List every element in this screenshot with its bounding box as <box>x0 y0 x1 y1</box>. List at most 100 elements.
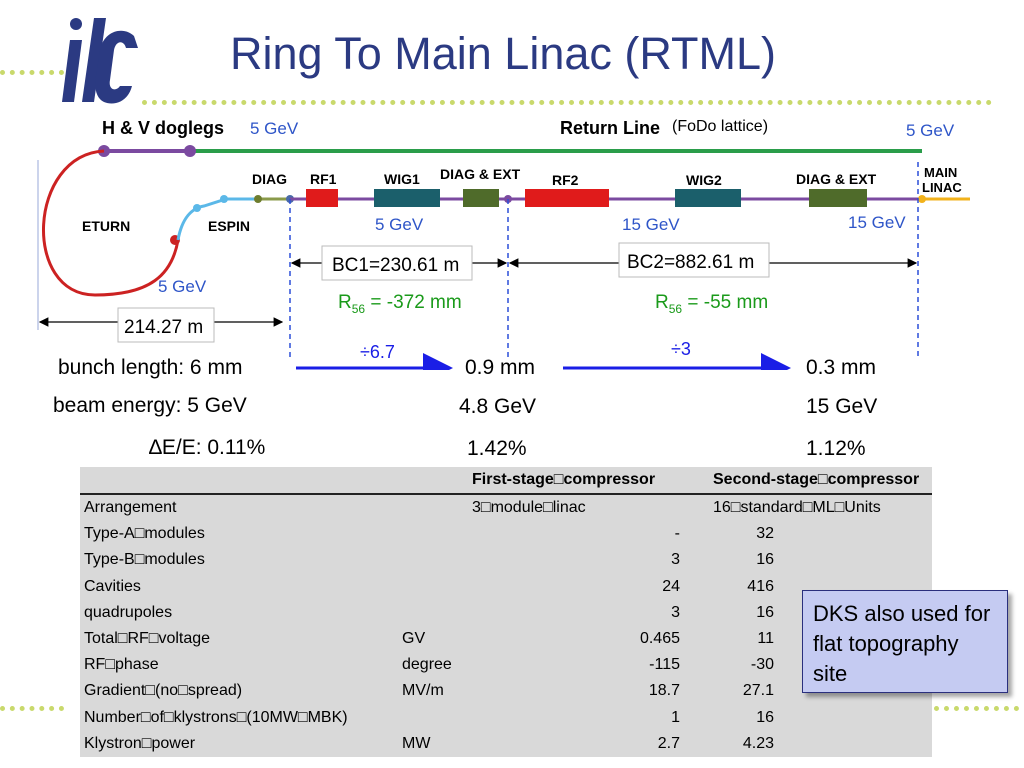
diag-ext-label-2: DIAG & EXT <box>796 171 877 187</box>
table-cell-first: - <box>674 525 680 543</box>
table-cell-unit: MW <box>402 734 431 752</box>
dotted-line-top-left <box>0 70 64 75</box>
diag-node <box>254 195 262 203</box>
logo-text: ilc <box>60 10 61 11</box>
table-cell-param: Klystron□power <box>84 734 196 752</box>
energy-label-5gev-3: 5 GeV <box>375 215 424 234</box>
table-cell-unit: MV/m <box>402 682 444 700</box>
table-cell-unit: degree <box>402 656 452 674</box>
table-cell-unit <box>398 521 472 547</box>
dotted-line-bottom-right <box>934 706 1019 711</box>
bc2-label-box <box>618 242 770 278</box>
compressor-table: First-stage□compressor Second-stage□comp… <box>80 467 932 757</box>
table-cell-second: 16 <box>756 708 774 726</box>
table-cell-unit <box>398 494 472 521</box>
table-row: Cavities 24 416 <box>80 574 932 600</box>
bc2-label: BC2=882.61 m <box>627 252 754 273</box>
table-cell-first: 0.465 <box>639 630 680 648</box>
table-cell-second: 416 <box>747 577 774 595</box>
table-cell-param: quadrupoles <box>84 603 173 621</box>
table-cell-unit <box>398 600 472 626</box>
table-cell-param: RF□phase <box>84 656 159 674</box>
dogleg-node-2 <box>184 145 196 157</box>
table-cell-first: 1 <box>671 708 680 726</box>
energy-label-5gev-4: 5 GeV <box>158 277 207 296</box>
diag-label: DIAG <box>252 171 287 187</box>
table-cell-first: -115 <box>649 656 680 674</box>
diag-ext-block-1 <box>463 189 499 207</box>
table-cell-second: -30 <box>750 656 774 674</box>
energy-label-5gev-2: 5 GeV <box>906 121 955 140</box>
table-cell-second: 16 <box>756 603 774 621</box>
return-line-label: Return Line <box>560 118 660 138</box>
ilc-logo: ilc <box>60 10 138 104</box>
wig2-label: WIG2 <box>686 172 722 188</box>
table-cell-second: 11 <box>757 630 774 648</box>
energy-spread-end: 1.12% <box>806 437 866 460</box>
rf2-label: RF2 <box>552 172 579 188</box>
table-cell-unit <box>398 574 472 600</box>
eturn-arc <box>42 149 180 297</box>
eturn-distance-box <box>117 307 215 343</box>
table-cell-second: 16□standard□ML□Units <box>713 499 881 517</box>
bunch-length-mid: 0.9 mm <box>465 356 536 379</box>
table-cell-second: 27.1 <box>742 682 774 700</box>
table-cell-unit <box>398 705 472 731</box>
table-cell-first: 18.7 <box>648 682 680 700</box>
table-header <box>398 467 472 495</box>
dotted-line-bottom-left <box>0 706 64 711</box>
rf1-block <box>306 189 338 207</box>
table-row: Klystron□power MW 2.7 4.23 <box>80 731 932 757</box>
table-cell-param: Type-A□modules <box>84 525 205 543</box>
table-header: Second-stage□compressor <box>708 467 932 495</box>
main-linac-label-1: MAIN <box>924 165 957 180</box>
table-row: Number□of□klystrons□(10MW□MBK) 1 16 <box>80 705 932 731</box>
compression-ratio-1: ÷6.7 <box>360 342 395 362</box>
fodo-label: (FoDo lattice) <box>672 118 768 135</box>
espin-path <box>176 197 258 241</box>
r56-label-1: R56 = -372 mm <box>338 292 462 316</box>
table-cell-second: 4.23 <box>742 734 774 752</box>
beam-energy-mid: 4.8 GeV <box>459 395 537 418</box>
table-cell-param: Arrangement <box>84 499 177 517</box>
table-cell-first: 24 <box>662 577 680 595</box>
eturn-distance-label: 214.27 m <box>124 317 203 338</box>
table-cell-first: 3 <box>671 603 680 621</box>
table-cell-first: 2.7 <box>657 734 680 752</box>
hv-doglegs-label: H & V doglegs <box>102 118 224 138</box>
table-row: Gradient□(no□spread) MV/m 18.7 27.1 <box>80 678 932 704</box>
diag-ext-block-2 <box>809 189 867 207</box>
table-cell-second: 32 <box>756 525 774 543</box>
table-row: Total□RF□voltage GV 0.465 11 <box>80 626 932 652</box>
eturn-label: ETURN <box>82 218 130 234</box>
table-cell-param: Type-B□modules <box>84 551 205 569</box>
bc1-label-box <box>321 245 473 281</box>
dks-note-callout: DKS also used for flat topography site <box>802 590 1008 693</box>
main-linac-node <box>918 195 926 203</box>
table-cell-param: Total□RF□voltage <box>84 630 211 648</box>
table-cell-unit <box>398 547 472 573</box>
compression-ratio-2: ÷3 <box>671 339 691 359</box>
espin-node-2 <box>220 195 228 203</box>
wig1-label: WIG1 <box>384 171 420 187</box>
table-cell-param: Number□of□klystrons□(10MW□MBK) <box>84 708 348 726</box>
bc1-label: BC1=230.61 m <box>332 255 459 276</box>
table-row: quadrupoles 3 16 <box>80 600 932 626</box>
table-header <box>80 467 398 495</box>
bunch-length-label: bunch length: 6 mm <box>58 356 243 379</box>
rtml-schematic: BC1=230.61 m BC2=882.61 m 214.27 m H & V… <box>37 118 970 370</box>
main-linac-label-2: LINAC <box>922 180 962 195</box>
wig1-block <box>374 189 440 207</box>
table-cell-unit: GV <box>402 630 426 648</box>
slide-title: Ring To Main Linac (RTML) <box>230 28 777 79</box>
rf1-label: RF1 <box>310 171 337 187</box>
table-row: Type-A□modules - 32 <box>80 521 932 547</box>
energy-label-5gev-1: 5 GeV <box>250 119 299 138</box>
beam-energy-label: beam energy: 5 GeV <box>53 394 247 417</box>
r56-label-2: R56 = -55 mm <box>655 292 768 316</box>
energy-label-15gev-1: 15 GeV <box>622 215 680 234</box>
table-header: First-stage□compressor <box>472 467 708 495</box>
bunch-length-end: 0.3 mm <box>806 356 877 379</box>
table-row: Type-B□modules 3 16 <box>80 547 932 573</box>
table-header-row: First-stage□compressor Second-stage□comp… <box>80 467 932 495</box>
